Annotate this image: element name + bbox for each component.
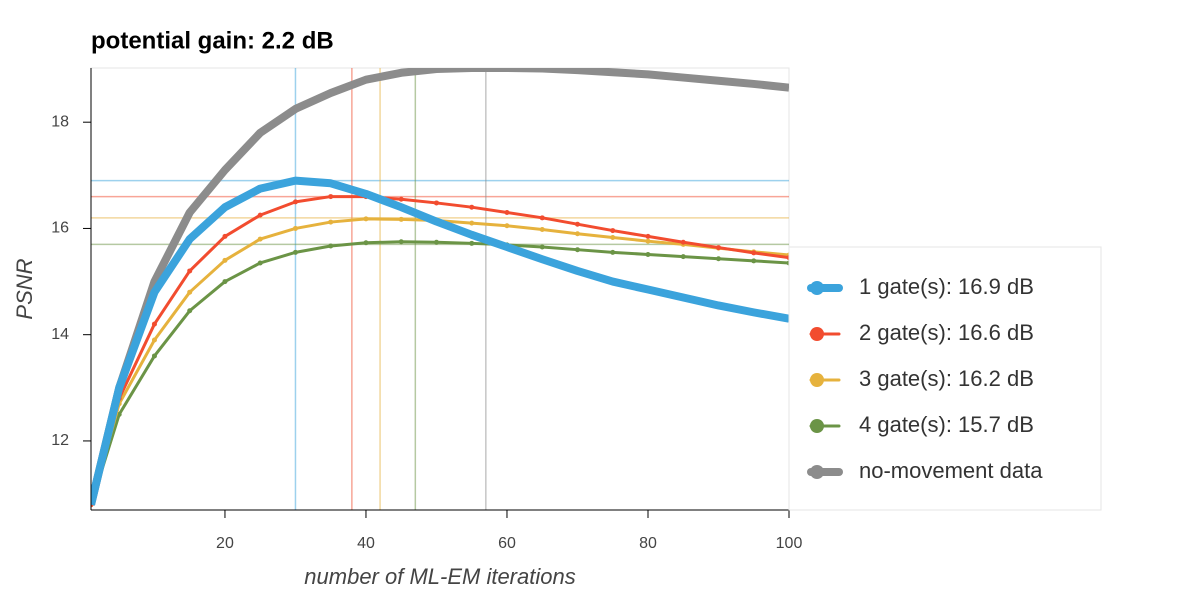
series-point [645, 251, 651, 257]
series-point [539, 244, 545, 250]
x-tick-label: 20 [216, 535, 234, 552]
legend-marker [810, 281, 824, 295]
plot [91, 68, 789, 510]
series-point [398, 196, 404, 202]
y-axis-label: PSNR [12, 258, 37, 319]
series-point [469, 240, 475, 246]
series-point [328, 194, 334, 200]
legend-marker [810, 419, 824, 433]
plot-area [90, 67, 790, 511]
series-point [469, 220, 475, 226]
series-point [187, 308, 193, 314]
series-point [187, 289, 193, 295]
series-point [363, 240, 369, 246]
series-point [574, 221, 580, 227]
series-point [187, 268, 193, 274]
legend-label: 2 gate(s): 16.6 dB [859, 320, 1034, 345]
series-point [363, 216, 369, 222]
x-tick-label: 80 [639, 535, 657, 552]
legend-marker [810, 327, 824, 341]
series-point [715, 256, 721, 262]
series-point [680, 254, 686, 260]
series-point [257, 236, 263, 242]
chart-title: potential gain: 2.2 dB [91, 27, 334, 54]
series-point [469, 204, 475, 210]
series-point [292, 225, 298, 231]
series-point [610, 249, 616, 255]
legend-label: 1 gate(s): 16.9 dB [859, 274, 1034, 299]
x-tick-label: 40 [357, 535, 375, 552]
series-line [91, 176, 789, 506]
series-point [786, 260, 789, 266]
series-point [610, 228, 616, 234]
x-tick-label: 60 [498, 535, 516, 552]
series-point [151, 353, 157, 359]
series-point [398, 216, 404, 222]
series-point [433, 239, 439, 245]
series-point [151, 337, 157, 343]
series-point [751, 258, 757, 264]
series-point [398, 239, 404, 245]
series-point [433, 200, 439, 206]
series-point [786, 255, 789, 261]
series-point [751, 250, 757, 256]
series-point [222, 233, 228, 239]
y-tick-label: 12 [51, 432, 69, 449]
legend-label: 4 gate(s): 15.7 dB [859, 412, 1034, 437]
series-point [680, 239, 686, 245]
series-point [257, 212, 263, 218]
series-point [328, 243, 334, 249]
series-point [574, 231, 580, 237]
legend-label: 3 gate(s): 16.2 dB [859, 366, 1034, 391]
series-point [257, 260, 263, 266]
series-point [610, 234, 616, 240]
legend-label: no-movement data [859, 458, 1043, 483]
series-point [645, 238, 651, 244]
y-tick-label: 14 [51, 326, 69, 343]
series-point [715, 245, 721, 251]
series-point [539, 215, 545, 221]
series-point [539, 227, 545, 232]
series-point [222, 279, 228, 285]
series-line [91, 68, 789, 506]
series-point [151, 321, 157, 327]
series-point [292, 199, 298, 205]
series-point [328, 219, 334, 225]
x-axis-label: number of ML-EM iterations [304, 564, 575, 589]
y-tick-label: 16 [51, 220, 69, 237]
series-point [645, 233, 651, 239]
legend-marker [810, 465, 824, 479]
series-point [574, 247, 580, 253]
legend-marker [810, 373, 824, 387]
series-point [292, 249, 298, 255]
x-tick-label: 100 [776, 535, 803, 552]
y-tick-label: 18 [51, 113, 69, 130]
series-point [504, 210, 510, 215]
series-point [222, 257, 228, 263]
series-point [504, 223, 510, 229]
